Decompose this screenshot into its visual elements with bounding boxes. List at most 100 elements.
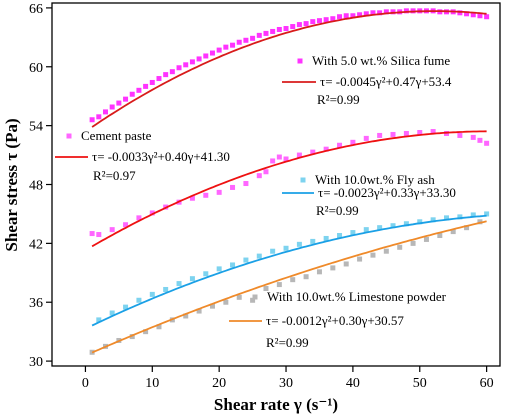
data-point <box>276 26 282 32</box>
fit-curves <box>91 10 487 354</box>
data-point <box>310 19 316 25</box>
data-point <box>189 195 195 201</box>
data-point <box>343 261 349 267</box>
data-point <box>163 286 169 292</box>
data-point <box>290 24 296 30</box>
data-point <box>283 245 289 251</box>
data-point <box>430 129 436 135</box>
data-point <box>403 221 409 227</box>
data-point <box>423 236 429 242</box>
axes: 0 10 20 30 40 50 60 30 36 42 48 54 60 66 <box>29 2 494 391</box>
data-point <box>136 87 142 93</box>
data-point <box>283 26 289 32</box>
x-tick-label: 20 <box>212 376 226 391</box>
data-point <box>243 181 249 187</box>
data-point <box>276 282 282 288</box>
y-tick-label: 48 <box>29 179 43 194</box>
data-point <box>310 149 316 155</box>
data-point <box>209 303 215 309</box>
fit-curve <box>91 214 487 327</box>
data-point <box>350 13 356 19</box>
legend-label: With 10.0wt.% Fly ash <box>315 172 435 187</box>
data-point <box>136 215 142 221</box>
fit-equation: τ= -0.0045γ²+0.47γ+53.4 <box>320 74 452 89</box>
data-point <box>236 39 242 45</box>
y-tick-label: 54 <box>29 120 43 135</box>
fit-curve <box>91 130 487 248</box>
data-point <box>176 281 182 287</box>
data-point <box>230 262 236 268</box>
data-point <box>377 132 383 138</box>
data-point <box>470 12 476 18</box>
data-point <box>109 104 115 110</box>
data-point <box>397 244 403 250</box>
data-point <box>383 248 389 254</box>
data-point <box>143 83 149 89</box>
data-point <box>350 230 356 236</box>
data-point <box>296 152 302 158</box>
data-point <box>417 130 423 136</box>
data-point <box>363 227 369 233</box>
data-point <box>470 212 476 218</box>
legend-label: Cement paste <box>81 128 152 143</box>
data-point <box>163 72 169 78</box>
data-point <box>96 317 102 323</box>
data-point <box>156 76 162 82</box>
data-point <box>236 294 242 300</box>
y-tick-label: 30 <box>29 355 43 370</box>
data-point <box>149 210 155 216</box>
data-point <box>484 140 490 146</box>
legend-marker <box>252 294 258 300</box>
data-point <box>223 299 229 305</box>
data-point <box>290 277 296 283</box>
data-point <box>316 269 322 275</box>
data-point <box>437 233 443 239</box>
data-point <box>410 240 416 246</box>
legend-label: With 10.0wt.% Limestone powder <box>267 289 447 304</box>
x-tick-label: 0 <box>82 376 89 391</box>
data-point <box>189 59 195 65</box>
data-point <box>484 211 490 217</box>
data-point <box>430 217 436 223</box>
data-point <box>484 14 490 20</box>
data-point <box>303 274 309 280</box>
scatter-markers <box>89 8 490 355</box>
data-point <box>377 10 383 16</box>
data-point <box>464 11 470 17</box>
y-axis-title: Shear stress τ (Pa) <box>2 118 21 251</box>
data-point <box>102 109 108 115</box>
data-point <box>417 219 423 225</box>
data-point <box>216 47 222 53</box>
data-point <box>477 137 483 143</box>
data-point <box>256 32 262 38</box>
data-point <box>370 10 376 16</box>
data-point <box>350 139 356 145</box>
data-point <box>444 215 450 221</box>
data-point <box>357 12 363 18</box>
data-point <box>116 100 122 106</box>
data-point <box>230 184 236 190</box>
data-point <box>390 131 396 137</box>
data-point <box>477 13 483 19</box>
data-point <box>243 37 249 43</box>
data-point <box>156 324 162 330</box>
data-point <box>270 158 276 164</box>
data-point <box>250 35 256 41</box>
data-point <box>363 11 369 17</box>
data-point <box>470 134 476 140</box>
x-tick-label: 60 <box>480 376 494 391</box>
data-point <box>323 17 329 23</box>
data-point <box>149 79 155 85</box>
data-point <box>96 232 102 238</box>
legend-marker <box>297 58 303 64</box>
data-point <box>129 334 135 340</box>
r-squared-label: R²=0.99 <box>266 335 309 350</box>
data-point <box>270 28 276 34</box>
data-point <box>330 16 336 22</box>
data-point <box>129 91 135 97</box>
data-point <box>183 313 189 319</box>
data-point <box>310 238 316 244</box>
data-point <box>296 22 302 28</box>
data-point <box>363 135 369 141</box>
data-point <box>316 18 322 24</box>
